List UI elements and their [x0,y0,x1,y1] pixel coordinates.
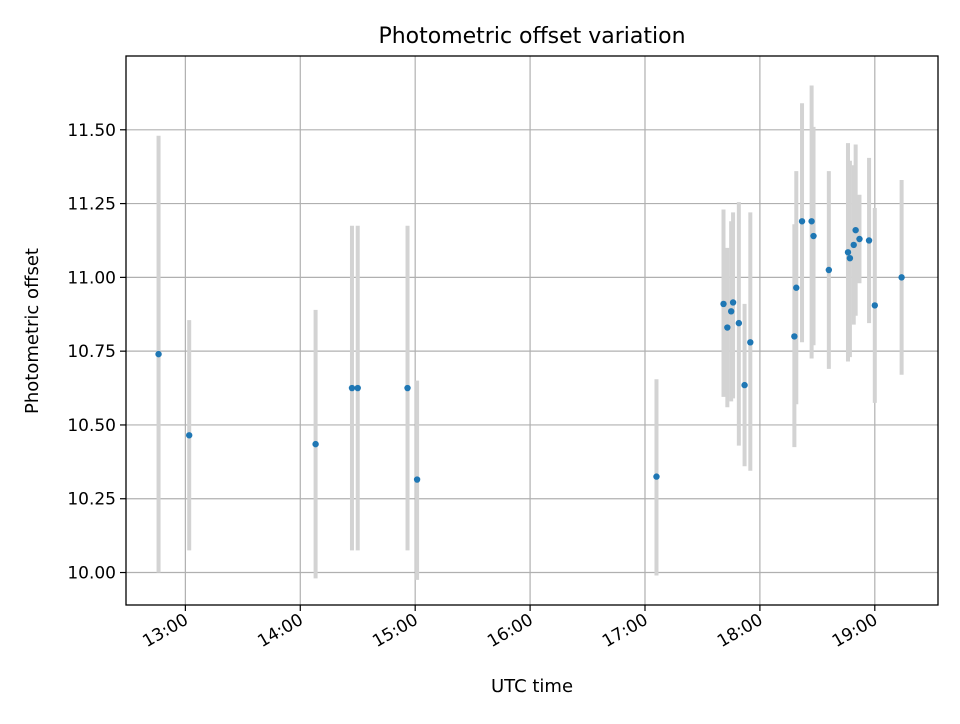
y-tick-label: 10.50 [67,416,116,436]
y-axis-label: Photometric offset [22,248,43,414]
data-point [735,319,743,327]
data-point [404,384,411,392]
data-point [312,440,319,448]
y-tick-label: 10.75 [67,342,116,362]
data-point [808,218,815,225]
y-axis: 10.00 10.25 10.50 10.75 11.00 11.25 11.50 [67,121,126,584]
data-point [844,249,852,256]
data-point [865,237,873,244]
y-tick-label: 11.25 [67,195,116,215]
data-point [354,384,361,392]
data-point [155,350,162,358]
data-point [791,333,798,340]
x-axis-label: UTC time [491,676,573,697]
plot-frame [125,55,939,606]
data-point [793,284,800,291]
data-point [871,302,879,309]
data-point [798,218,806,225]
data-point [720,300,727,308]
data-point [724,324,731,331]
data-point [729,299,737,306]
y-tick-label: 10.25 [67,490,116,510]
data-point [653,473,660,480]
data-point [747,339,754,346]
y-tick-label: 11.00 [67,268,116,288]
data-point [185,432,193,439]
data-point [825,266,833,274]
y-tick-label: 10.00 [67,564,116,584]
data-point [852,226,859,234]
data-point [810,232,817,240]
data-point [850,241,857,249]
data-point [727,308,735,315]
data-point [898,274,905,281]
data-point [741,381,748,389]
chart-title: Photometric offset variation [378,24,685,49]
y-tick-label: 11.50 [67,121,116,141]
data-point [846,254,854,262]
data-point [413,476,421,483]
data-point [856,235,863,243]
data-point [348,384,356,392]
data-points [155,218,905,483]
